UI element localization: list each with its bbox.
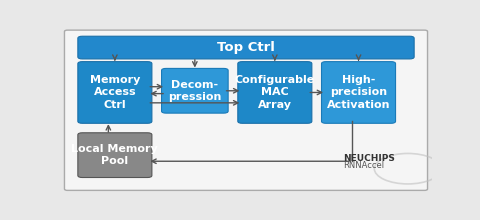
Text: RNNAccel: RNNAccel bbox=[343, 161, 384, 170]
FancyBboxPatch shape bbox=[78, 133, 152, 178]
Text: Memory
Access
Ctrl: Memory Access Ctrl bbox=[90, 75, 140, 110]
FancyBboxPatch shape bbox=[238, 62, 312, 123]
Text: Local Memory
Pool: Local Memory Pool bbox=[72, 144, 158, 166]
Text: Configurable
MAC
Array: Configurable MAC Array bbox=[235, 75, 315, 110]
Text: High-
precision
Activation: High- precision Activation bbox=[327, 75, 390, 110]
FancyBboxPatch shape bbox=[78, 62, 152, 123]
FancyBboxPatch shape bbox=[64, 30, 428, 190]
FancyBboxPatch shape bbox=[322, 62, 396, 123]
FancyBboxPatch shape bbox=[162, 68, 228, 113]
Text: NEUCHIPS: NEUCHIPS bbox=[343, 154, 395, 163]
Text: Top Ctrl: Top Ctrl bbox=[217, 41, 275, 54]
FancyBboxPatch shape bbox=[78, 36, 414, 59]
Text: Decom-
pression: Decom- pression bbox=[168, 80, 222, 102]
